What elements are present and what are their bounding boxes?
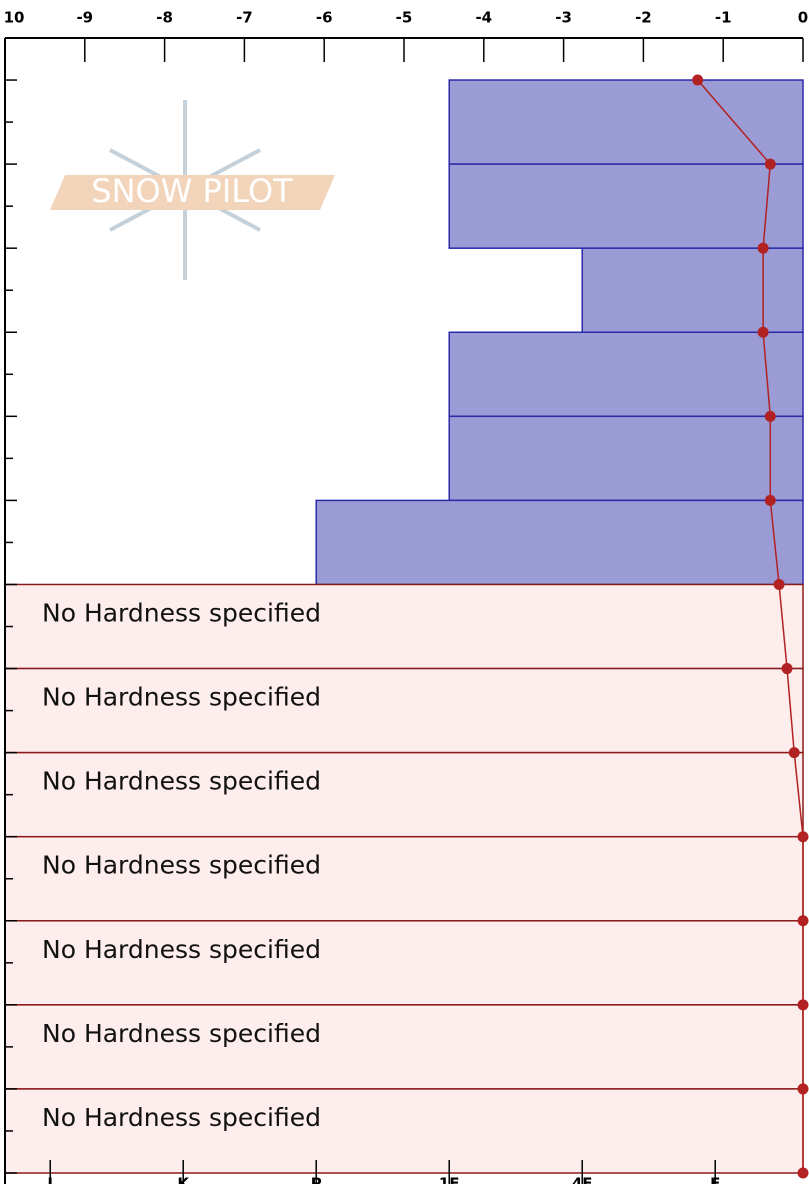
temperature-point: [757, 242, 769, 254]
temperature-point: [788, 747, 800, 759]
temperature-point: [764, 494, 776, 506]
layer-bar: [448, 415, 804, 502]
hardness-tick-label: F: [710, 1175, 720, 1184]
temperature-point: [797, 915, 809, 927]
x-tick-label: -1: [715, 9, 732, 27]
temperature-line: [697, 79, 804, 1173]
layer-label: No Hardness specified: [42, 767, 321, 796]
hardness-tick-label: 4F: [572, 1175, 593, 1184]
x-tick-label: -7: [236, 9, 253, 27]
hardness-tick-label: K: [177, 1175, 190, 1184]
temperature-point: [797, 1083, 809, 1095]
x-tick-label: 0: [798, 9, 808, 27]
layer-empty: [4, 667, 804, 754]
temperature-point: [757, 326, 769, 338]
layer-bar: [315, 499, 804, 586]
logo: [50, 100, 335, 280]
temperature-point: [773, 578, 785, 590]
layer-label: No Hardness specified: [42, 935, 321, 964]
x-tick-label: -6: [316, 9, 333, 27]
x-tick-label: -8: [156, 9, 173, 27]
x-tick-label: -9: [76, 9, 93, 27]
temperature-point: [781, 663, 793, 675]
hardness-tick-label: 1F: [439, 1175, 460, 1184]
layer-label: No Hardness specified: [42, 1019, 321, 1048]
layer-empty: [4, 1088, 804, 1174]
hardness-tick-label: P: [311, 1175, 322, 1184]
layer-bar: [448, 331, 804, 418]
layer-bar: [448, 163, 804, 249]
temperature-point: [797, 831, 809, 843]
layer-label: No Hardness specified: [42, 599, 321, 628]
temperature-point: [692, 74, 704, 86]
temperature-point: [797, 1167, 809, 1179]
x-tick-label: -4: [475, 9, 492, 27]
layer-empty: [4, 583, 804, 670]
x-tick-label: -2: [635, 9, 652, 27]
x-tick-label: -3: [555, 9, 572, 27]
x-tick-label: -5: [396, 9, 413, 27]
temperature-point: [764, 158, 776, 170]
temperature-point: [764, 410, 776, 422]
hardness-tick-label: I: [47, 1175, 53, 1184]
layer-bar: [581, 247, 804, 334]
layer-bar: [448, 79, 804, 165]
layer-label: No Hardness specified: [42, 683, 321, 712]
x-tick-label: 10: [4, 9, 25, 27]
watermark: SNOW PILOT: [91, 172, 293, 210]
temperature-point: [797, 999, 809, 1011]
layer-label: No Hardness specified: [42, 1103, 321, 1132]
layer-label: No Hardness specified: [42, 851, 321, 880]
